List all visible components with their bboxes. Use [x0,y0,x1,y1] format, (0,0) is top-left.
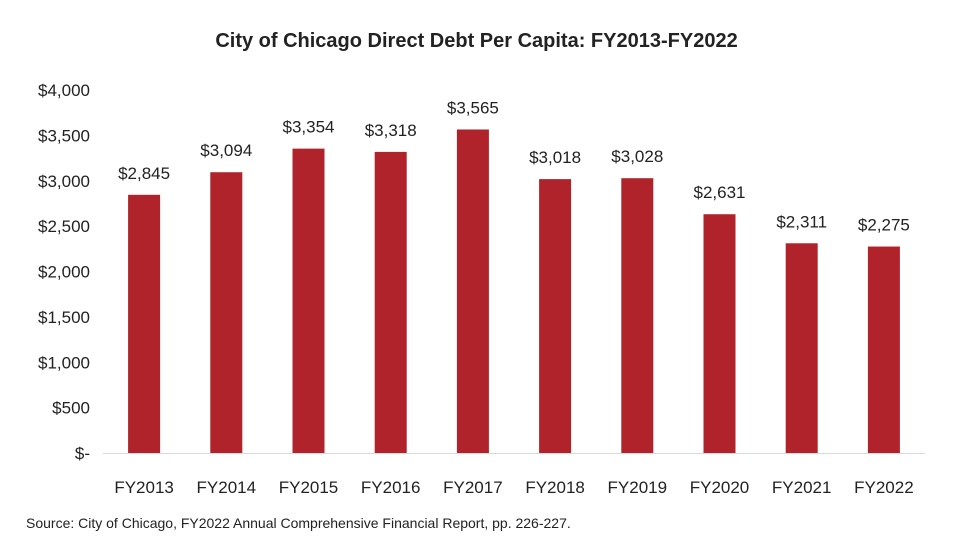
data-label: $2,275 [858,216,910,235]
data-label: $2,631 [694,183,746,202]
x-tick-label: FY2014 [197,478,257,497]
y-axis: $- $500 $1,000 $1,500 $2,000 $2,500 $3,000 $3,5… [38,81,90,463]
bar [703,214,736,453]
x-tick-label: FY2013 [114,478,174,497]
bar [621,178,654,454]
y-tick-label: $500 [52,399,90,418]
y-tick-label: $1,000 [38,353,90,372]
bar [374,151,407,454]
y-tick-label: $2,000 [38,263,90,282]
y-tick-label: $- [75,444,90,463]
source-note: Source: City of Chicago, FY2022 Annual C… [26,515,571,531]
x-tick-label: FY2021 [772,478,832,497]
x-tick-label: FY2020 [690,478,750,497]
bar [292,148,325,453]
x-tick-label: FY2017 [443,478,503,497]
data-label: $3,028 [611,147,663,166]
data-label: $3,318 [365,121,417,140]
y-tick-label: $1,500 [38,308,90,327]
x-tick-label: FY2022 [854,478,914,497]
bar [785,243,818,453]
y-tick-label: $3,500 [38,126,90,145]
x-axis: FY2013 FY2014 FY2015 FY2016 FY2017 FY2018 FY20… [114,478,913,497]
x-tick-label: FY2016 [361,478,421,497]
bar [210,172,243,454]
data-label: $3,565 [447,98,499,117]
x-tick-label: FY2015 [279,478,339,497]
y-tick-label: $2,500 [38,217,90,236]
data-label: $3,094 [200,141,252,160]
x-tick-label: FY2019 [608,478,668,497]
data-label: $3,354 [283,118,335,137]
y-tick-label: $4,000 [38,81,90,100]
bar [539,179,572,453]
chart-title: City of Chicago Direct Debt Per Capita: … [215,30,738,52]
y-tick-label: $3,000 [38,172,90,191]
data-label: $2,845 [118,164,170,183]
data-label: $2,311 [776,212,827,231]
bars [128,129,900,454]
data-label: $3,018 [529,148,581,167]
bar [128,194,161,453]
bar [867,246,900,453]
bar [456,129,489,453]
x-tick-label: FY2018 [525,478,585,497]
data-labels: $2,845 $3,094 $3,354 $3,318 $3,565 $3,018 $3,0… [118,98,910,234]
